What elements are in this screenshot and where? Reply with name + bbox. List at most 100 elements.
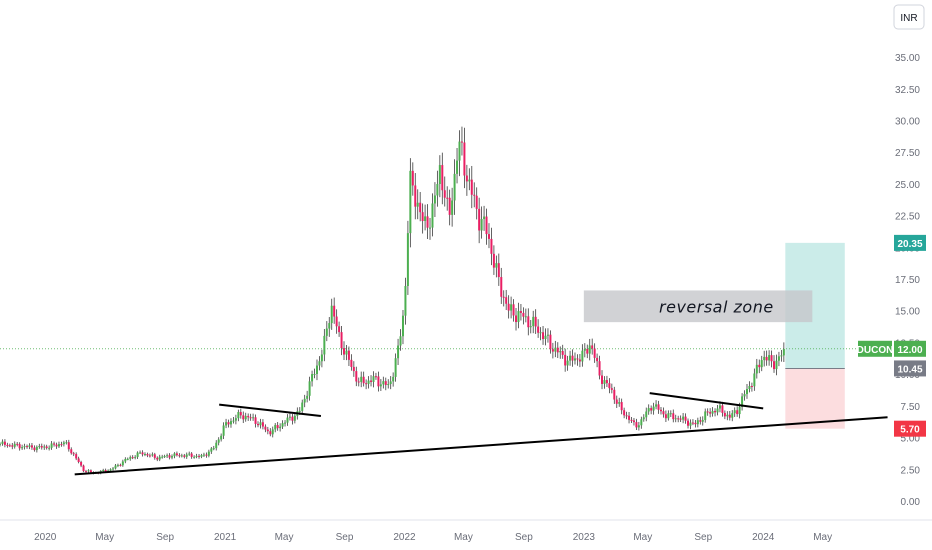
candle-body xyxy=(313,373,316,375)
candle-body xyxy=(679,418,682,420)
candle-body xyxy=(367,380,370,384)
candle-body xyxy=(57,444,60,447)
candle-body xyxy=(419,202,422,213)
candle-body xyxy=(148,455,151,457)
candle-body xyxy=(731,413,734,418)
candle-body xyxy=(16,443,19,445)
candle-body xyxy=(741,396,744,407)
candle-body xyxy=(116,464,119,466)
candle-body xyxy=(650,408,653,411)
candle-body xyxy=(345,350,348,355)
candle-body xyxy=(487,234,490,239)
candle-body xyxy=(237,412,240,419)
candle-body xyxy=(161,456,164,458)
candle-body xyxy=(1,441,4,444)
candle-body xyxy=(699,420,702,422)
candle-body xyxy=(131,457,134,459)
y-tick-label: 7.50 xyxy=(901,402,921,413)
currency-selector[interactable]: INR xyxy=(893,4,925,30)
candle-body xyxy=(564,354,567,366)
candle-body xyxy=(465,175,468,182)
candle-body xyxy=(453,173,456,201)
candle-body xyxy=(505,297,508,304)
candle-body xyxy=(451,200,454,215)
candle-body xyxy=(529,326,532,328)
candle-body xyxy=(672,413,675,420)
candle-body xyxy=(510,304,513,311)
x-tick-label: Sep xyxy=(336,532,354,543)
candle-body xyxy=(571,355,574,361)
candle-body xyxy=(446,197,449,199)
candle-body xyxy=(80,461,83,466)
candle-body xyxy=(350,359,353,367)
candle-body xyxy=(279,426,282,429)
candle-body xyxy=(338,326,341,333)
candle-body xyxy=(308,381,311,396)
candle-body xyxy=(416,202,419,207)
candle-body xyxy=(30,445,33,448)
candle-body xyxy=(244,415,247,420)
candle-body xyxy=(593,348,596,358)
stop-area xyxy=(785,368,845,429)
candle-body xyxy=(220,435,223,440)
candle-body xyxy=(534,316,537,327)
price-tag-label: 12.00 xyxy=(897,345,922,356)
candle-body xyxy=(709,412,712,414)
x-tick-label: May xyxy=(633,532,652,543)
candle-body xyxy=(325,328,328,336)
candle-body xyxy=(85,471,88,473)
candle-body xyxy=(755,364,758,374)
candle-body xyxy=(104,469,107,472)
candle-body xyxy=(318,361,321,366)
candle-body xyxy=(527,316,530,328)
candle-body xyxy=(306,395,309,399)
candle-body xyxy=(401,315,404,337)
candle-body xyxy=(397,345,400,359)
candle-body xyxy=(48,447,51,449)
candle-body xyxy=(190,453,193,457)
candle-body xyxy=(323,335,326,355)
candle-body xyxy=(753,373,756,387)
candle-body xyxy=(335,316,338,327)
candle-body xyxy=(343,348,346,355)
candle-body xyxy=(460,141,463,143)
candle-body xyxy=(743,394,746,397)
x-tick-label: May xyxy=(813,532,832,543)
candle-body xyxy=(340,332,343,349)
candle-body xyxy=(23,446,26,448)
candle-body xyxy=(539,332,542,334)
reversal-zone xyxy=(583,290,813,323)
candle-body xyxy=(65,442,68,444)
candle-body xyxy=(82,465,85,472)
candle-body xyxy=(596,357,599,362)
candle-body xyxy=(185,454,188,457)
candle-body xyxy=(760,360,763,368)
candle-body xyxy=(591,345,594,349)
candle-body xyxy=(601,375,604,384)
candle-body xyxy=(75,454,78,459)
candle-body xyxy=(303,398,306,403)
candle-body xyxy=(301,402,304,411)
price-tag xyxy=(894,420,926,437)
candle-body xyxy=(166,455,169,457)
candle-body xyxy=(119,464,122,466)
candle-body xyxy=(8,445,11,447)
candle-body xyxy=(448,197,451,215)
candle-body xyxy=(70,449,73,454)
candle-body xyxy=(143,454,146,456)
x-tick-label: 2020 xyxy=(34,532,57,543)
candle-body xyxy=(347,350,350,360)
candle-body xyxy=(610,388,613,390)
candle-body xyxy=(561,351,564,355)
candle-body xyxy=(424,216,427,222)
candle-body xyxy=(515,315,518,323)
candle-body xyxy=(67,442,70,450)
candle-body xyxy=(473,194,476,196)
candle-body xyxy=(234,418,237,421)
candle-body xyxy=(229,421,232,425)
candle-body xyxy=(519,311,522,313)
candle-body xyxy=(352,366,355,372)
candle-body xyxy=(18,444,21,449)
trendline xyxy=(74,416,888,476)
